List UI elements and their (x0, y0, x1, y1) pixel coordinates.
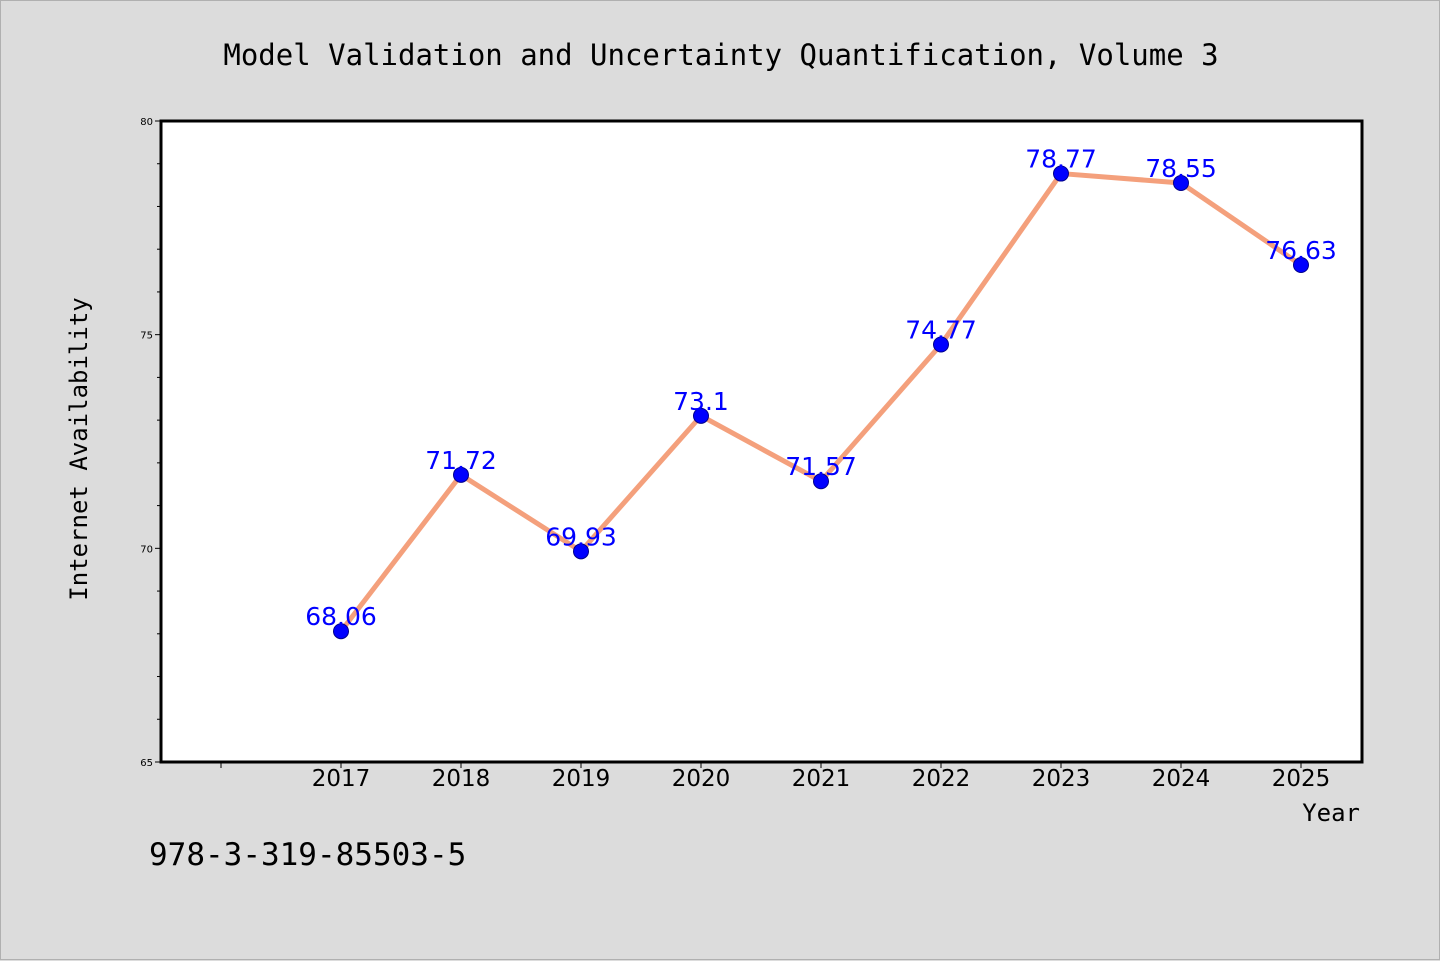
y-tick-label: 80 (140, 117, 153, 128)
data-label: 78.55 (1145, 154, 1217, 183)
data-point (693, 407, 709, 424)
data-label: 76.63 (1265, 236, 1337, 265)
x-tick-label: 2020 (672, 766, 731, 792)
y-axis-label: Internet Availability (65, 297, 93, 600)
x-tick-label: 2021 (792, 766, 851, 792)
x-tick-label: 2023 (1032, 766, 1091, 792)
x-axis-label: Year (1302, 799, 1360, 827)
x-tick-label: 2018 (432, 766, 491, 792)
data-point (573, 543, 589, 560)
data-point (933, 336, 949, 353)
x-tick-label: 2019 (552, 766, 611, 792)
y-tick-label: 75 (140, 331, 153, 342)
data-point (1053, 165, 1069, 182)
data-label: 78.77 (1025, 145, 1097, 174)
data-point (1173, 174, 1189, 191)
data-label: 74.77 (905, 315, 977, 344)
y-tick-label: 65 (140, 758, 153, 769)
data-point (1293, 257, 1309, 274)
x-tick-label: 2024 (1152, 766, 1211, 792)
data-label: 71.57 (785, 452, 857, 481)
y-axis: 65 70 75 80 (140, 117, 161, 769)
x-tick-label: 2017 (312, 766, 371, 792)
data-label: 69.93 (545, 522, 617, 551)
data-point (813, 473, 829, 490)
isbn-footer: 978-3-319-85503-5 (149, 837, 466, 873)
chart-title: Model Validation and Uncertainty Quantif… (223, 38, 1218, 72)
x-axis: 2017 2018 2019 2020 2021 2022 2023 2024 2025 (220, 762, 1331, 792)
data-label: 73.1 (673, 387, 729, 416)
x-tick-label: 2025 (1272, 766, 1331, 792)
series-layer: 68.06 71.72 69.93 73.1 71.57 74.77 78.77 78.55 7… (305, 145, 1337, 640)
x-tick-label: 2022 (912, 766, 971, 792)
data-label: 71.72 (425, 446, 497, 475)
y-tick-label: 70 (140, 544, 153, 555)
data-label: 68.06 (305, 602, 377, 631)
data-point (333, 623, 349, 640)
data-point (453, 466, 469, 483)
plot-area (159, 119, 1364, 764)
